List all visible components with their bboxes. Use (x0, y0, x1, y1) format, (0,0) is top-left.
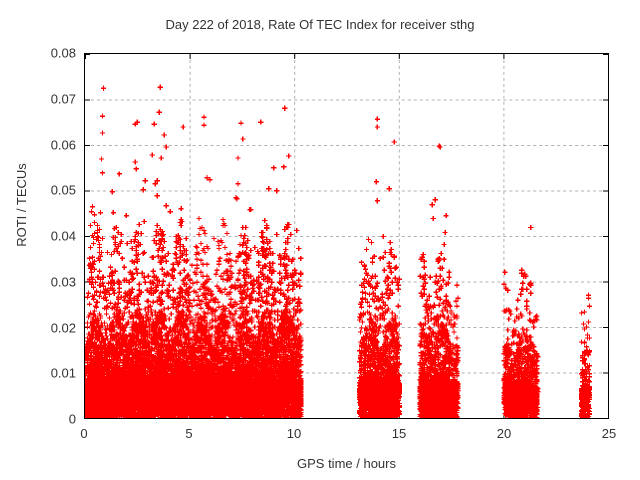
gridlines (85, 54, 608, 418)
y-tick-label: 0.04 (50, 228, 76, 244)
data-points-roti (85, 84, 593, 418)
x-tick-label: 25 (601, 426, 617, 441)
y-tick-label: 0.07 (50, 91, 76, 107)
x-tick-label: 20 (496, 426, 512, 441)
y-axis-tick-labels: 0 0.01 0.02 0.03 0.04 0.05 0.06 0.07 0.08 (0, 46, 76, 427)
y-tick-label: 0.01 (50, 365, 76, 381)
y-tick-label: 0.03 (50, 274, 76, 290)
roti-marker-path (85, 84, 593, 418)
y-axis-title-wrapper: ROTI / TECUs (13, 125, 31, 285)
y-tick-label: 0.06 (50, 137, 76, 152)
x-axis-title: GPS time / hours (297, 456, 396, 471)
y-tick-label: 0.05 (50, 182, 76, 198)
plot-area (84, 53, 609, 419)
y-tick-label: 0 (68, 411, 76, 427)
x-axis-tick-labels: 0 5 10 15 20 25 (80, 426, 616, 446)
x-tick-label: 15 (391, 426, 407, 441)
chart-title: Day 222 of 2018, Rate Of TEC Index for r… (165, 17, 475, 32)
y-axis-title: ROTI / TECUs (14, 163, 29, 247)
y-tick-label: 0.08 (50, 45, 76, 61)
x-tick-label: 0 (80, 426, 88, 441)
y-tick-label: 0.02 (50, 320, 76, 335)
x-tick-label: 5 (185, 426, 193, 441)
x-tick-label: 10 (286, 426, 302, 441)
